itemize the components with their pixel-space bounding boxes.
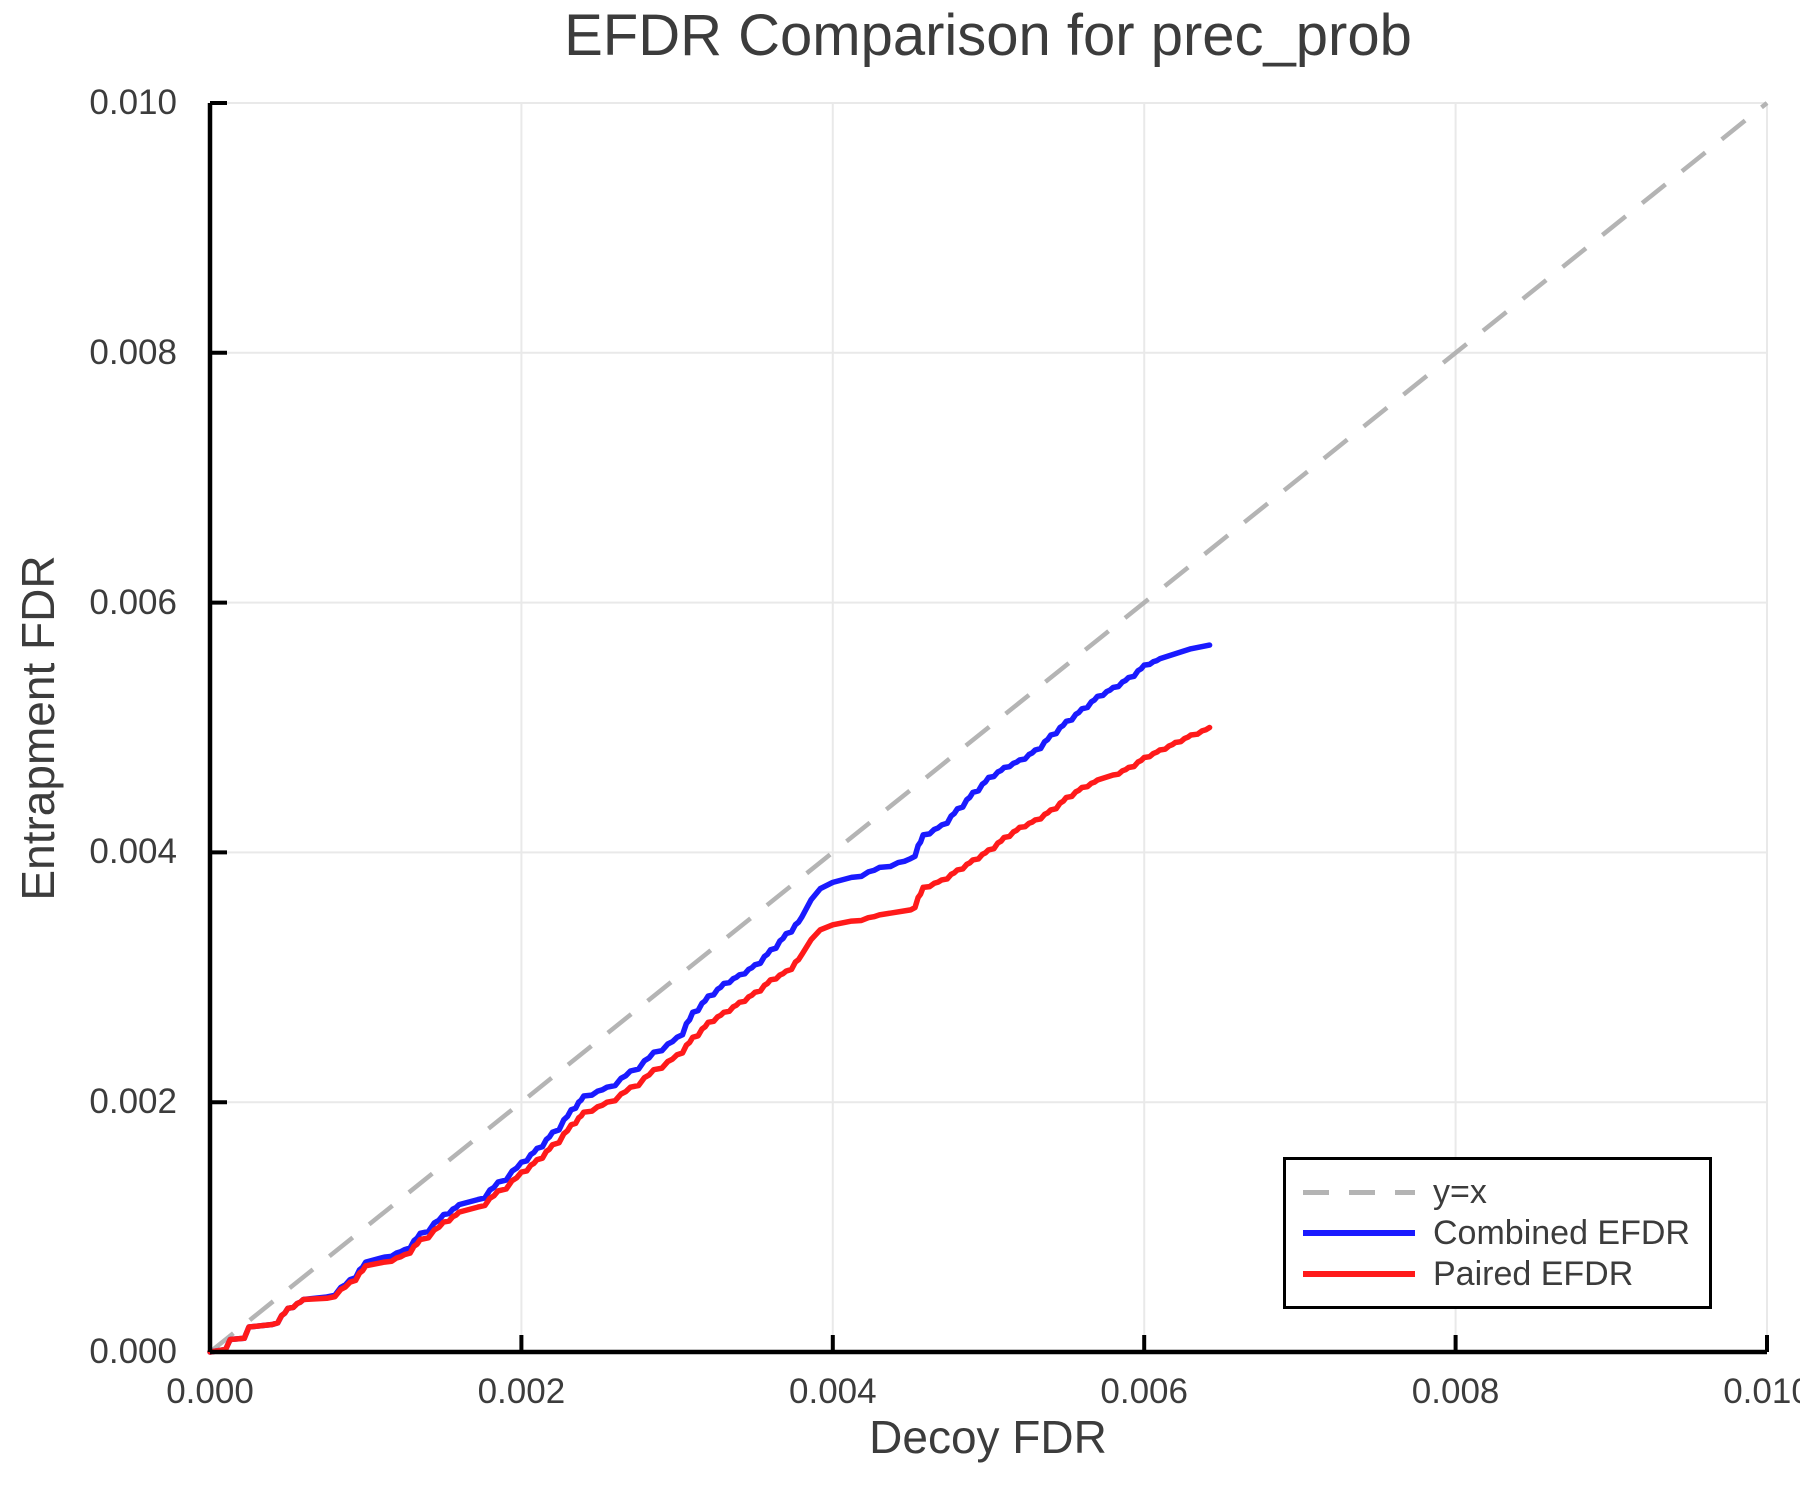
legend-label-identity: y=x xyxy=(1433,1173,1487,1211)
x-axis-label: Decoy FDR xyxy=(869,1411,1107,1463)
y-tick-label: 0.006 xyxy=(89,582,177,622)
y-tick-label: 0.000 xyxy=(89,1332,177,1371)
paired-efdr-swatch xyxy=(1303,1271,1415,1277)
x-tick-label: 0.004 xyxy=(789,1372,877,1411)
legend-row: y=x xyxy=(1303,1172,1709,1213)
y-tick-label: 0.004 xyxy=(89,832,177,872)
identity-line-swatch xyxy=(1303,1189,1415,1195)
x-tick-label: 0.000 xyxy=(166,1372,254,1411)
legend-row: Paired EFDR xyxy=(1303,1254,1709,1295)
y-tick-label: 0.010 xyxy=(89,83,177,122)
legend-row: Combined EFDR xyxy=(1303,1213,1709,1254)
combined-efdr-line xyxy=(207,642,1213,1355)
x-tick-label: 0.002 xyxy=(477,1372,566,1411)
legend: y=x Combined EFDR Paired EFDR xyxy=(1283,1157,1712,1309)
x-tick-label: 0.008 xyxy=(1411,1372,1500,1411)
plot-area xyxy=(207,101,1769,1355)
chart-title: EFDR Comparison for prec_prob xyxy=(564,3,1412,68)
x-tick-label: 0.010 xyxy=(1723,1372,1800,1411)
y-tick-label: 0.002 xyxy=(89,1082,177,1122)
x-tick-label: 0.006 xyxy=(1100,1372,1188,1411)
combined-efdr-swatch xyxy=(1303,1230,1415,1236)
legend-label-combined-efdr: Combined EFDR xyxy=(1433,1214,1690,1252)
y-tick-label: 0.008 xyxy=(89,332,177,372)
legend-label-paired-efdr: Paired EFDR xyxy=(1433,1255,1634,1293)
plot-canvas xyxy=(207,101,1769,1355)
paired-efdr-line xyxy=(207,724,1213,1355)
identity-line xyxy=(208,101,1769,1354)
